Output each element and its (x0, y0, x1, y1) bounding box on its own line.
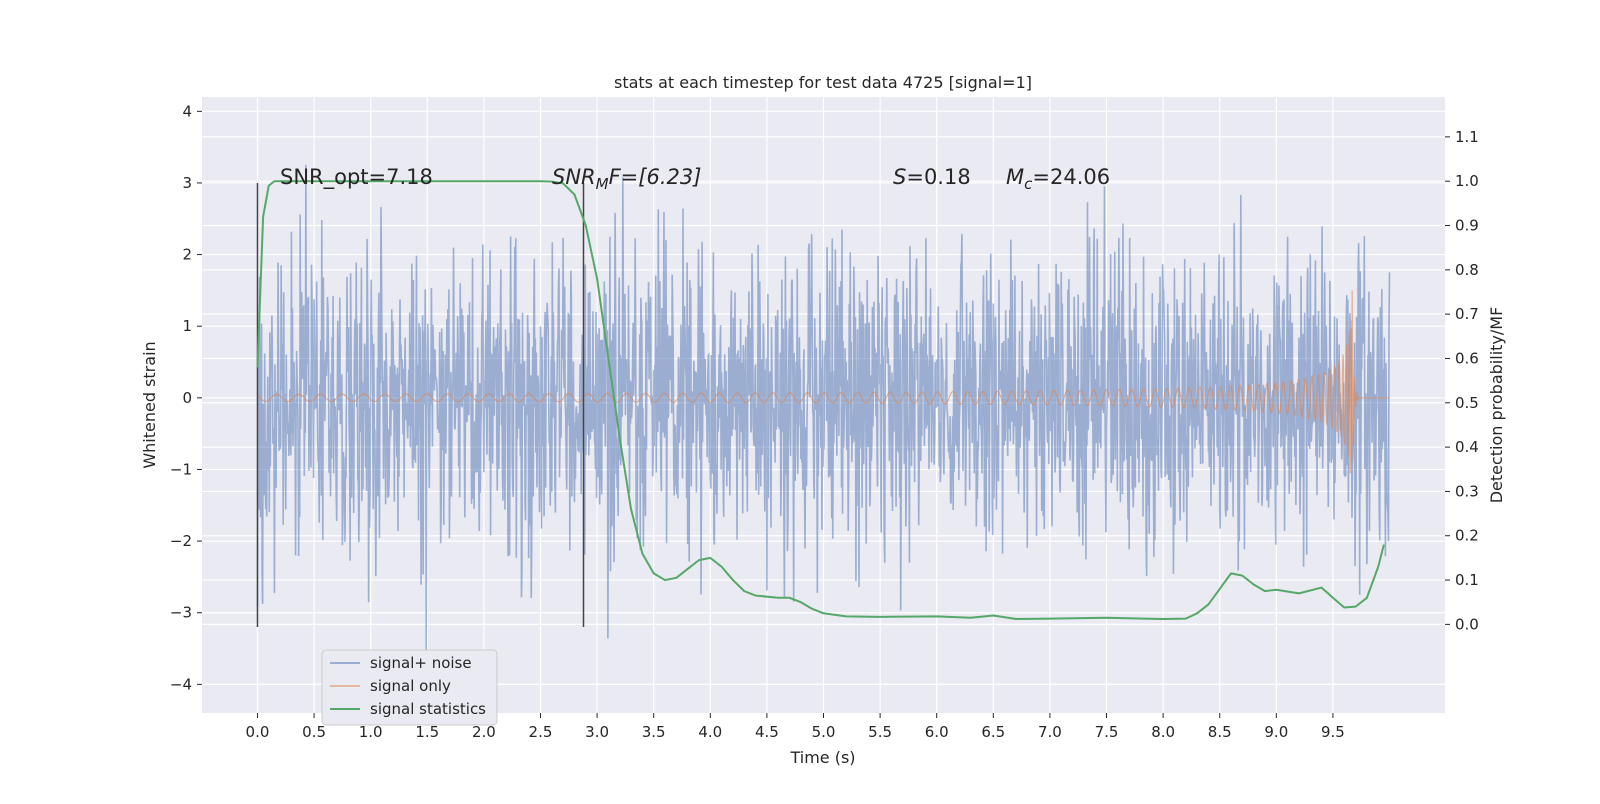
annotation-s-value: =0.18 (906, 165, 970, 189)
y-right-tick-label: 1.1 (1455, 128, 1479, 146)
y-right-tick-label: 0.0 (1455, 615, 1479, 633)
x-tick-label: 3.0 (585, 723, 609, 741)
y-right-tick-label: 0.9 (1455, 217, 1479, 235)
signal-statistics-line (256, 180, 1385, 621)
x-axis-label: Time (s) (789, 748, 855, 767)
x-tick-label: 6.0 (925, 723, 949, 741)
y-right-tick-label: 0.1 (1455, 571, 1479, 589)
y-axis-label-left: Whitened strain (140, 341, 159, 468)
y-left-tick-label: 0 (182, 389, 192, 407)
annotation-mc: Mc=24.06 (1006, 165, 1110, 193)
annotation-snr-mf-value: F=[6.23] (609, 165, 702, 189)
noise-series (256, 164, 1391, 651)
y-right-tick-label: 0.5 (1455, 394, 1479, 412)
x-tick-label: 9.5 (1321, 723, 1345, 741)
y-left-tick-label: −4 (170, 675, 192, 693)
legend-box (321, 649, 498, 726)
legend-label-stats: signal statistics (370, 700, 486, 718)
annotation-s: S=0.18 (893, 165, 971, 189)
signal-only-series (257, 290, 1390, 474)
y-right-tick-label: 0.2 (1455, 527, 1479, 545)
legend-label-signal: signal only (370, 677, 451, 695)
x-tick-label: 7.5 (1095, 723, 1119, 741)
y-right-tick-label: 0.7 (1455, 305, 1479, 323)
y-right-tick-label: 0.3 (1455, 482, 1479, 500)
x-tick-label: 0.0 (246, 723, 270, 741)
annotation-mc-value: =24.06 (1032, 165, 1110, 189)
legend: signal+ noise signal only signal statist… (321, 649, 498, 726)
x-tick-label: 8.0 (1151, 723, 1175, 741)
y-right-tick-label: 0.6 (1455, 349, 1479, 367)
x-tick-label: 2.5 (529, 723, 553, 741)
annotation-snr-mf-symbol: SNR (552, 165, 596, 189)
x-tick-label: 4.0 (698, 723, 722, 741)
annotation-snr-mf-subscript: M (596, 175, 609, 193)
x-tick-label: 2.0 (472, 723, 496, 741)
legend-label-noise: signal+ noise (370, 654, 472, 672)
x-tick-label: 0.5 (302, 723, 326, 741)
y-left-tick-label: 4 (182, 102, 192, 120)
y-axis-label-right: Detection probability/MF (1487, 307, 1506, 504)
x-tick-label: 7.0 (1038, 723, 1062, 741)
y-left-tick-label: 3 (182, 174, 192, 192)
tick-layer: 0.0 0.5 1.0 1.5 2.0 2.5 3.0 3.5 4.0 4.5 5.0 5.5 6.0 6… (170, 102, 1479, 741)
y-left-tick-label: −3 (170, 604, 192, 622)
x-tick-label: 5.0 (812, 723, 836, 741)
annotation-snr-mf: SNRMF=[6.23] (552, 165, 701, 193)
annotation-s-symbol: S (893, 165, 906, 189)
x-tick-label: 1.0 (359, 723, 383, 741)
signal-statistics-series (256, 180, 1385, 621)
x-tick-label: 8.5 (1208, 723, 1232, 741)
y-left-tick-label: 2 (182, 246, 192, 264)
noise-trace (256, 164, 1391, 651)
annotation-mc-symbol: M (1006, 165, 1024, 189)
y-right-tick-label: 0.4 (1455, 438, 1479, 456)
y-left-tick-label: 1 (182, 317, 192, 335)
annotation-snr-opt: SNR_opt=7.18 (280, 165, 433, 190)
x-tick-label: 4.5 (755, 723, 779, 741)
y-left-tick-label: −2 (170, 532, 192, 550)
x-tick-label: 5.5 (868, 723, 892, 741)
x-tick-label: 1.5 (415, 723, 439, 741)
annotations: SNR_opt=7.18 SNRMF=[6.23] S=0.18 Mc=24.0… (280, 165, 1110, 193)
y-right-tick-label: 0.8 (1455, 261, 1479, 279)
x-tick-label: 9.0 (1264, 723, 1288, 741)
x-tick-label: 3.5 (642, 723, 666, 741)
annotation-mc-subscript: c (1024, 175, 1033, 193)
y-right-tick-label: 1.0 (1455, 172, 1479, 190)
x-tick-label: 6.5 (981, 723, 1005, 741)
signal-only-trace (257, 290, 1390, 474)
vertical-markers (256, 182, 585, 628)
y-left-tick-label: −1 (170, 460, 192, 478)
chart-title: stats at each timestep for test data 472… (614, 73, 1032, 92)
